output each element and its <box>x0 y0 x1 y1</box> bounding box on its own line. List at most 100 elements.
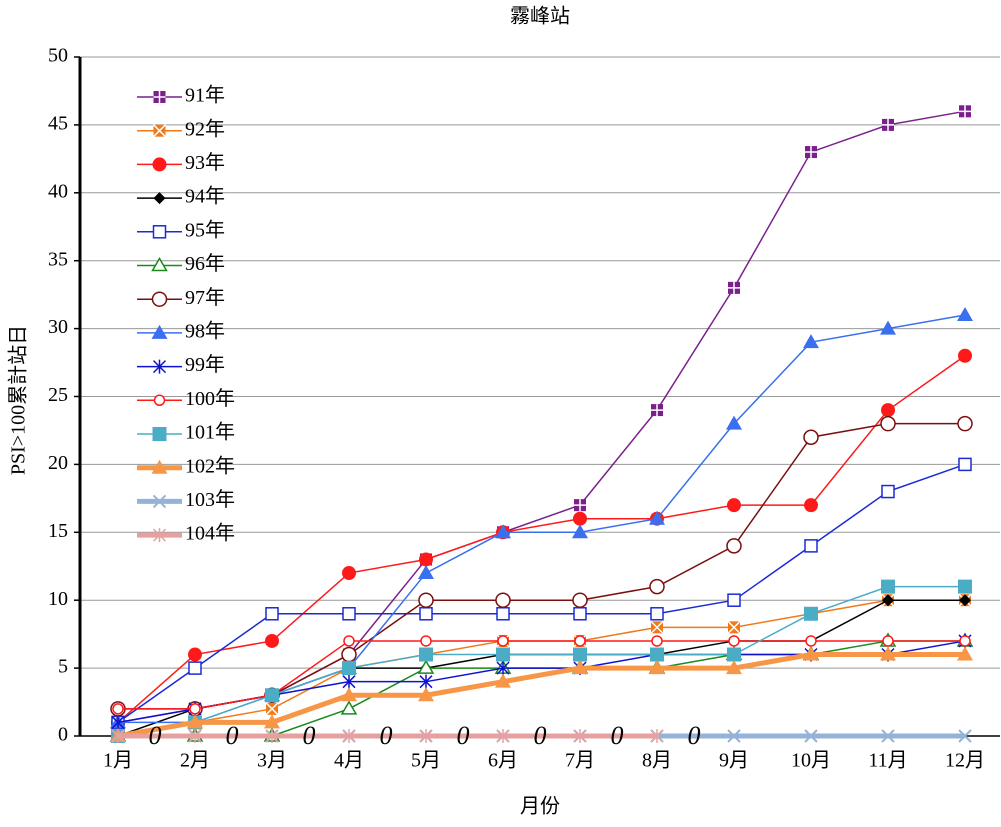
marker-shape <box>880 646 896 661</box>
marker <box>803 334 819 349</box>
marker <box>419 607 433 621</box>
marker <box>187 714 203 729</box>
marker <box>341 687 357 702</box>
legend-label: 94年 <box>185 185 225 208</box>
marker-shape <box>151 257 168 272</box>
marker <box>649 660 665 675</box>
marker-shape <box>265 729 279 743</box>
marker <box>495 524 511 539</box>
marker <box>728 281 740 294</box>
marker <box>188 661 202 675</box>
series-line <box>117 463 966 724</box>
marker-shape <box>651 404 663 417</box>
marker-shape <box>343 635 355 647</box>
marker-shape <box>153 394 166 407</box>
marker <box>419 729 433 743</box>
marker <box>803 646 819 661</box>
marker <box>804 606 818 621</box>
x-axis-label: 月份 <box>520 795 560 818</box>
marker-shape <box>151 459 168 474</box>
x-tick-label: 11月 <box>868 750 907 772</box>
marker-shape <box>881 403 895 418</box>
marker <box>265 702 279 716</box>
marker <box>573 647 587 662</box>
marker <box>572 592 588 608</box>
y-tick-label: 25 <box>48 384 68 406</box>
marker <box>495 673 511 688</box>
marker-shape <box>188 729 202 743</box>
marker-shape <box>649 510 665 525</box>
marker <box>650 620 664 634</box>
marker <box>419 674 433 689</box>
marker-shape <box>959 105 971 118</box>
marker <box>881 579 895 594</box>
marker-shape <box>726 415 742 430</box>
legend-label: 95年 <box>185 218 225 241</box>
marker-shape <box>419 729 433 743</box>
y-tick-label: 5 <box>58 656 68 678</box>
x-tick-label: 7月 <box>565 750 595 772</box>
marker <box>727 729 741 743</box>
marker-shape <box>650 620 664 634</box>
marker-shape <box>496 647 510 662</box>
marker <box>265 633 279 648</box>
marker-shape <box>803 646 819 661</box>
marker <box>342 566 356 581</box>
marker <box>804 539 818 553</box>
marker-shape <box>727 620 741 634</box>
data-label: 0 <box>611 721 624 750</box>
marker <box>882 118 894 131</box>
marker-shape <box>264 714 280 729</box>
marker <box>572 660 588 675</box>
marker <box>957 646 973 661</box>
y-tick-label: 45 <box>48 112 68 134</box>
marker-shape <box>417 659 435 674</box>
marker <box>151 257 168 272</box>
marker <box>726 415 742 430</box>
marker <box>152 494 167 509</box>
marker <box>958 729 972 743</box>
y-tick-label: 35 <box>48 248 68 270</box>
marker-shape <box>573 729 587 743</box>
series-line <box>118 640 965 710</box>
marker <box>726 660 742 675</box>
marker-shape <box>265 702 279 716</box>
marker-shape <box>342 729 356 743</box>
marker <box>418 687 434 702</box>
marker <box>419 647 433 662</box>
marker <box>958 579 972 594</box>
marker-shape <box>727 593 741 607</box>
marker <box>574 499 586 512</box>
series-line <box>117 110 966 724</box>
legend-label: 98年 <box>185 319 225 342</box>
marker <box>727 498 741 513</box>
marker <box>959 594 971 607</box>
marker <box>804 729 818 743</box>
marker-shape <box>882 118 894 131</box>
legend-label: 101年 <box>185 421 235 444</box>
marker <box>805 146 817 159</box>
marker-shape <box>803 334 819 349</box>
marker <box>496 661 510 676</box>
marker <box>496 607 510 621</box>
marker <box>497 635 509 647</box>
marker-shape <box>153 192 166 205</box>
marker <box>727 647 741 662</box>
marker-shape <box>153 91 166 103</box>
marker <box>880 415 896 432</box>
y-tick-label: 30 <box>48 316 68 338</box>
marker-shape <box>495 524 511 539</box>
marker-shape <box>340 700 358 715</box>
marker-shape <box>805 146 817 159</box>
marker <box>189 703 201 715</box>
marker-shape <box>957 307 973 322</box>
x-tick-label: 10月 <box>791 750 831 772</box>
marker <box>151 324 168 339</box>
marker <box>152 427 167 441</box>
legend-label: 93年 <box>185 151 225 174</box>
marker <box>265 729 279 743</box>
marker <box>957 415 973 432</box>
marker-shape <box>649 578 665 595</box>
marker-shape <box>418 687 434 702</box>
